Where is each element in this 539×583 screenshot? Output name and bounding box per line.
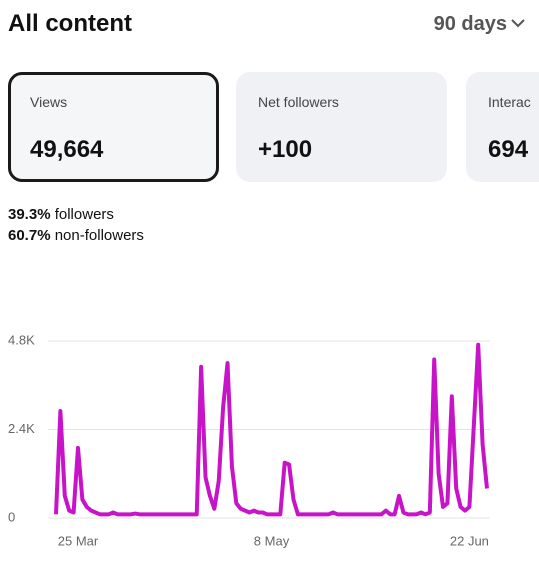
y-tick-label: 2.4K bbox=[8, 421, 35, 436]
followers-card[interactable]: Net followers +100 bbox=[236, 72, 447, 182]
y-tick-label: 4.8K bbox=[8, 332, 35, 347]
card-value: 694 bbox=[488, 136, 529, 163]
x-tick-label: 8 May bbox=[254, 533, 290, 548]
card-label: Net followers bbox=[258, 94, 339, 110]
x-tick-label: 25 Mar bbox=[58, 533, 99, 548]
breakdown-row: 39.3% followers bbox=[8, 206, 114, 223]
card-value: 49,664 bbox=[30, 136, 104, 163]
breakdown-label: non-followers bbox=[54, 227, 144, 244]
chevron[interactable] bbox=[511, 18, 525, 28]
card-label: Interac bbox=[488, 94, 531, 110]
card-value: +100 bbox=[258, 136, 313, 163]
card-label: Views bbox=[30, 94, 68, 110]
x-tick-label: 22 Jun bbox=[450, 533, 489, 548]
chart: 0 2.4K 4.8K 25 Mar 8 May 22 Jun bbox=[8, 332, 490, 548]
breakdown-label: followers bbox=[54, 206, 114, 223]
y-tick-label: 0 bbox=[8, 509, 15, 524]
line bbox=[54, 342, 489, 517]
percent: 39.3% bbox=[8, 206, 51, 223]
views-card[interactable]: Views 49,664 bbox=[8, 72, 219, 182]
breakdown-row: 60.7% non-followers bbox=[8, 227, 144, 244]
percent: 60.7% bbox=[8, 227, 51, 244]
page-title: All content bbox=[8, 10, 132, 37]
interactions-card[interactable]: Interac 694 bbox=[466, 72, 539, 182]
period-selector[interactable]: 90 days bbox=[433, 13, 507, 35]
